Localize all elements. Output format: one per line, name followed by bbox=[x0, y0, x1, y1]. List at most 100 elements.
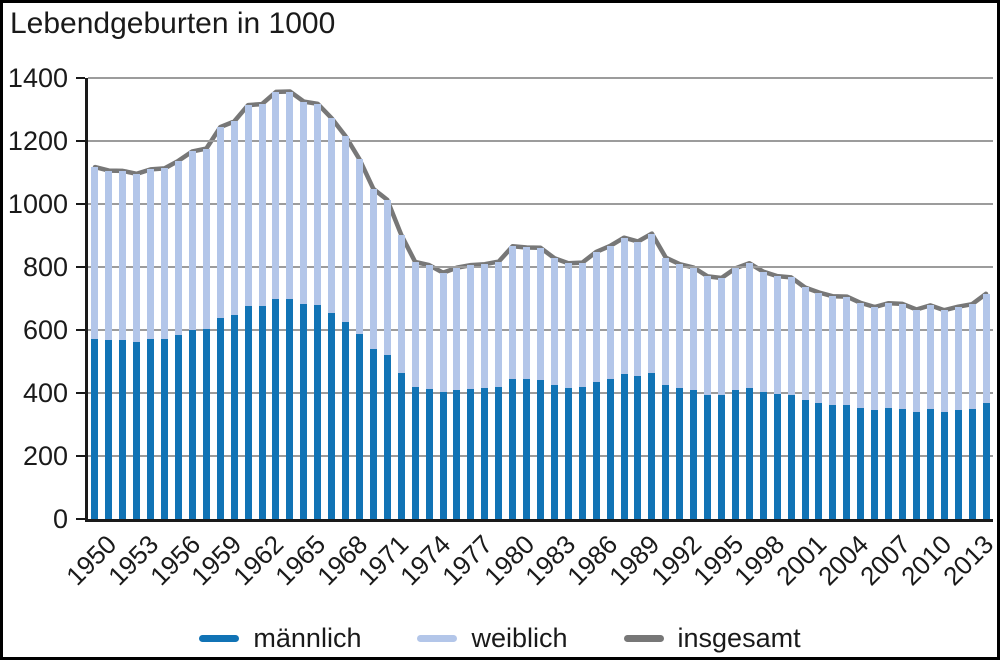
bar-maennlich-1965 bbox=[300, 304, 308, 519]
bar-maennlich-1986 bbox=[592, 381, 600, 519]
bar-maennlich-1999 bbox=[773, 394, 781, 519]
bar-weiblich-1980 bbox=[509, 246, 517, 379]
bar-weiblich-1998 bbox=[759, 271, 767, 393]
bar-maennlich-1966 bbox=[314, 305, 322, 519]
bar-maennlich-1952 bbox=[119, 340, 127, 519]
bar-maennlich-1964 bbox=[286, 299, 294, 519]
bar-weiblich-1950 bbox=[91, 167, 99, 339]
bar-maennlich-1953 bbox=[133, 341, 141, 519]
bar-weiblich-1966 bbox=[314, 103, 322, 306]
bar-weiblich-1955 bbox=[161, 168, 169, 339]
bar-maennlich-1963 bbox=[272, 299, 280, 519]
bar-weiblich-1988 bbox=[620, 237, 628, 375]
bar-maennlich-2008 bbox=[899, 408, 906, 519]
bar-maennlich-1977 bbox=[467, 388, 475, 519]
bar-weiblich-2005 bbox=[857, 302, 865, 409]
bar-weiblich-2002 bbox=[815, 292, 823, 403]
bar-maennlich-2011 bbox=[940, 411, 948, 519]
bar-maennlich-1957 bbox=[188, 330, 196, 519]
bar-weiblich-1978 bbox=[481, 264, 489, 389]
legend-label-weiblich: weiblich bbox=[471, 623, 568, 653]
bar-maennlich-1988 bbox=[620, 374, 628, 519]
bar-maennlich-2006 bbox=[871, 410, 879, 519]
bar-maennlich-1985 bbox=[578, 387, 586, 519]
bar-maennlich-1960 bbox=[230, 314, 238, 519]
bar-maennlich-1987 bbox=[606, 378, 614, 519]
bar-maennlich-1996 bbox=[731, 390, 739, 519]
bar-weiblich-1959 bbox=[216, 127, 224, 318]
bar-weiblich-1981 bbox=[523, 247, 531, 380]
bar-weiblich-1983 bbox=[550, 258, 558, 386]
bar-weiblich-1986 bbox=[592, 251, 600, 382]
bar-weiblich-2012 bbox=[954, 306, 962, 411]
bar-weiblich-1968 bbox=[342, 136, 350, 323]
y-tick-1000 bbox=[76, 203, 85, 205]
bar-weiblich-2010 bbox=[926, 305, 934, 410]
bar-maennlich-1994 bbox=[704, 394, 712, 519]
bar-weiblich-1996 bbox=[731, 268, 739, 391]
legend-item-maennlich: männlich bbox=[199, 622, 361, 654]
bar-maennlich-1970 bbox=[369, 349, 377, 519]
bar-weiblich-1971 bbox=[383, 199, 391, 355]
bar-maennlich-1981 bbox=[523, 379, 531, 519]
bar-weiblich-1992 bbox=[676, 264, 684, 389]
legend-item-weiblich: weiblich bbox=[417, 622, 568, 654]
weiblich-swatch bbox=[417, 634, 458, 642]
bar-weiblich-1982 bbox=[537, 247, 544, 380]
bar-weiblich-1964 bbox=[286, 91, 294, 300]
bar-maennlich-1954 bbox=[147, 339, 155, 519]
bar-maennlich-1995 bbox=[718, 395, 725, 519]
bar-weiblich-1951 bbox=[105, 170, 113, 341]
bar-maennlich-1959 bbox=[216, 317, 224, 519]
bar-maennlich-1975 bbox=[439, 392, 447, 519]
bar-maennlich-1998 bbox=[759, 392, 767, 519]
bar-maennlich-1974 bbox=[425, 388, 433, 519]
bar-weiblich-1991 bbox=[662, 257, 670, 385]
bar-weiblich-1973 bbox=[411, 261, 419, 388]
y-tick-0 bbox=[76, 518, 85, 520]
legend-label-maennlich: männlich bbox=[253, 623, 362, 653]
y-axis-label-600: 600 bbox=[22, 315, 68, 345]
legend-label-insgesamt: insgesamt bbox=[677, 623, 801, 653]
bar-maennlich-1967 bbox=[328, 313, 336, 519]
chart-title: Lebendgeburten in 1000 bbox=[10, 7, 336, 40]
y-tick-600 bbox=[76, 329, 85, 331]
bar-weiblich-2001 bbox=[801, 287, 809, 401]
bar-maennlich-1971 bbox=[383, 354, 391, 519]
bar-maennlich-1992 bbox=[676, 388, 684, 519]
bar-weiblich-1963 bbox=[272, 91, 280, 300]
bar-maennlich-2004 bbox=[843, 404, 851, 519]
maennlich-swatch bbox=[199, 634, 240, 642]
bar-maennlich-2001 bbox=[801, 400, 809, 519]
y-tick-400 bbox=[76, 392, 85, 394]
bar-maennlich-1997 bbox=[745, 387, 753, 519]
bar-maennlich-1979 bbox=[495, 386, 503, 519]
bar-maennlich-2014 bbox=[982, 403, 990, 519]
bar-maennlich-1969 bbox=[356, 333, 363, 519]
bar-maennlich-2007 bbox=[885, 408, 893, 519]
bar-maennlich-1993 bbox=[690, 389, 698, 519]
gridline-1000 bbox=[88, 203, 993, 205]
bar-weiblich-2009 bbox=[912, 309, 920, 412]
y-axis-label-800: 800 bbox=[22, 252, 68, 282]
bar-weiblich-1999 bbox=[773, 276, 781, 395]
y-axis-label-1000: 1000 bbox=[7, 189, 68, 219]
bar-maennlich-1958 bbox=[202, 328, 210, 519]
y-tick-1400 bbox=[76, 77, 85, 79]
bar-weiblich-2004 bbox=[843, 296, 851, 405]
bar-maennlich-1983 bbox=[550, 385, 558, 519]
bar-maennlich-2005 bbox=[857, 408, 865, 519]
y-tick-200 bbox=[76, 455, 85, 457]
bar-weiblich-1956 bbox=[175, 160, 182, 335]
bar-weiblich-1972 bbox=[397, 234, 405, 374]
bar-weiblich-1970 bbox=[369, 188, 377, 350]
bar-maennlich-1989 bbox=[634, 376, 642, 519]
bar-weiblich-1993 bbox=[690, 267, 698, 390]
bar-weiblich-1976 bbox=[453, 267, 461, 390]
bar-weiblich-2006 bbox=[871, 307, 879, 411]
bar-maennlich-1984 bbox=[564, 387, 572, 519]
bar-weiblich-1962 bbox=[258, 104, 266, 306]
bar-maennlich-1951 bbox=[105, 340, 113, 519]
bar-weiblich-1994 bbox=[704, 276, 712, 395]
